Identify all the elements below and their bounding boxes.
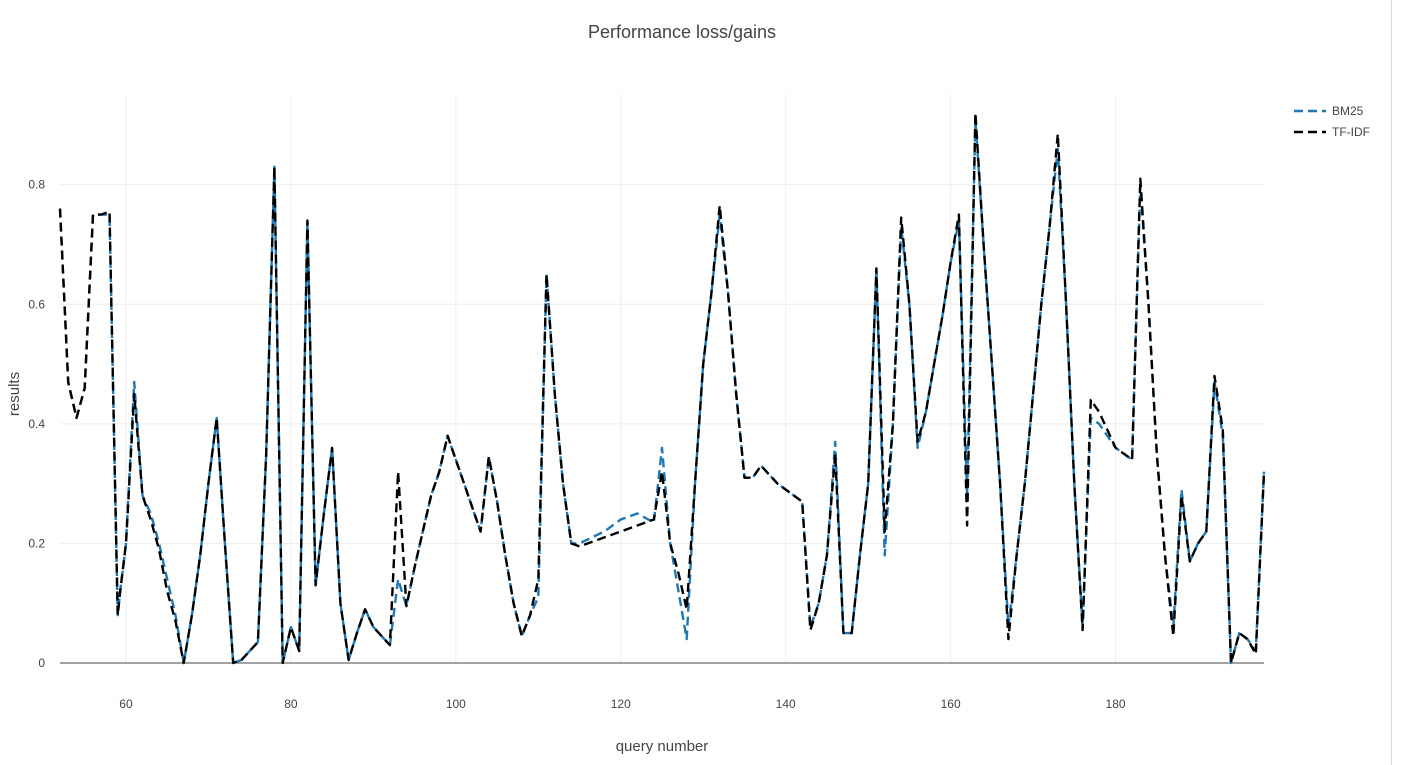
y-tick-label: 0.4 xyxy=(28,417,45,431)
legend-label: BM25 xyxy=(1332,104,1364,118)
x-tick-label: 160 xyxy=(941,697,961,711)
x-tick-label: 100 xyxy=(446,697,466,711)
y-tick-label: 0.6 xyxy=(28,297,45,311)
legend[interactable]: BM25 TF-IDF xyxy=(1294,104,1370,139)
y-tick-label: 0 xyxy=(38,656,45,670)
panel-divider xyxy=(1391,0,1392,765)
x-gridlines xyxy=(125,95,1117,663)
chart-title: Performance loss/gains xyxy=(588,22,776,42)
x-tick-label: 180 xyxy=(1106,697,1126,711)
x-tick-labels: 60 80 100 120 140 160 180 xyxy=(119,697,1126,711)
legend-item-tf-idf[interactable]: TF-IDF xyxy=(1294,125,1370,139)
x-tick-label: 140 xyxy=(776,697,796,711)
y-tick-label: 0.2 xyxy=(28,536,45,550)
y-gridlines xyxy=(60,184,1264,664)
legend-label: TF-IDF xyxy=(1332,125,1370,139)
x-axis-title: query number xyxy=(616,738,709,755)
series-line-bm25[interactable] xyxy=(58,117,1266,665)
legend-item-bm25[interactable]: BM25 xyxy=(1294,104,1364,118)
series-lines[interactable] xyxy=(58,111,1266,665)
x-tick-label: 80 xyxy=(284,697,298,711)
y-tick-labels: 0 0.2 0.4 0.6 0.8 xyxy=(28,178,45,670)
series-line-tf-idf[interactable] xyxy=(58,111,1266,665)
x-tick-label: 120 xyxy=(611,697,631,711)
y-axis-title: results xyxy=(6,372,23,416)
y-tick-label: 0.8 xyxy=(28,178,45,192)
x-tick-label: 60 xyxy=(119,697,133,711)
